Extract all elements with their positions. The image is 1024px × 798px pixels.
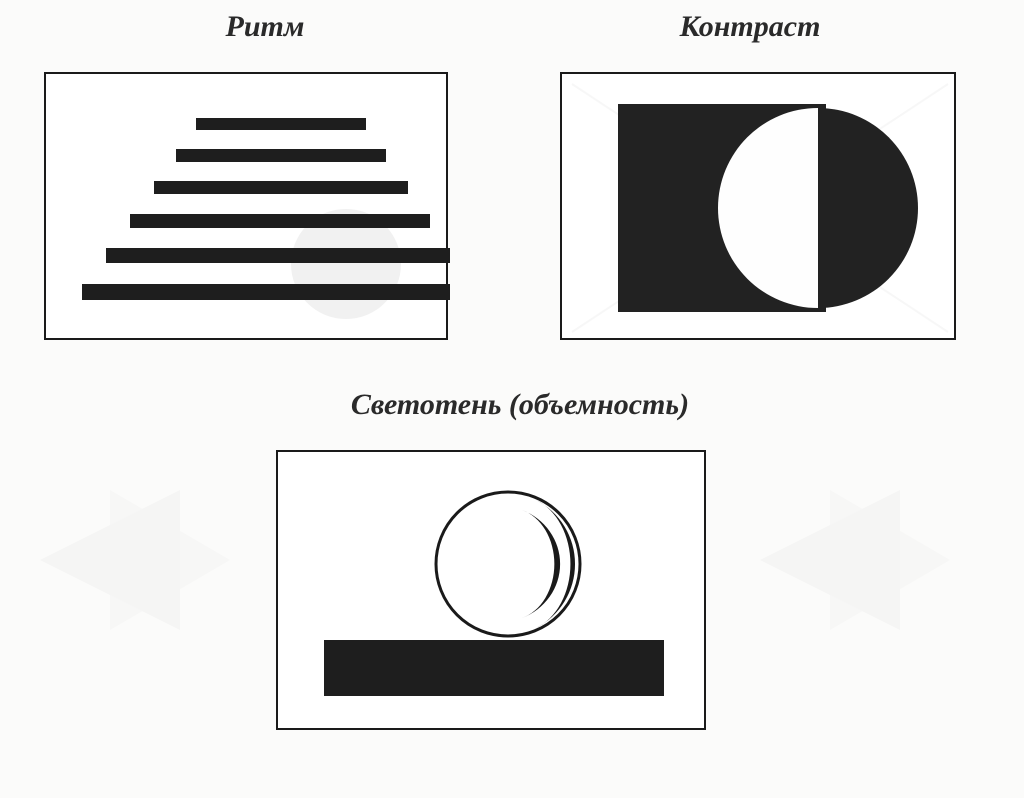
- chiaroscuro-title: Светотень (объемность): [320, 388, 720, 422]
- rhythm-bar: [176, 149, 386, 162]
- rhythm-bar: [82, 284, 450, 300]
- rhythm-bar: [106, 248, 450, 263]
- chiaroscuro-diagram: [278, 452, 708, 732]
- chiaroscuro-panel: [276, 450, 706, 730]
- contrast-panel: [560, 72, 956, 340]
- rhythm-title: Ритм: [165, 10, 365, 44]
- contrast-diagram: [562, 74, 958, 342]
- rhythm-bar: [130, 214, 430, 228]
- rhythm-bar: [196, 118, 366, 130]
- chiaroscuro-base: [324, 640, 664, 696]
- contrast-title: Контраст: [640, 10, 860, 44]
- rhythm-bar: [154, 181, 408, 194]
- rhythm-diagram: [46, 74, 450, 342]
- rhythm-panel: [44, 72, 448, 340]
